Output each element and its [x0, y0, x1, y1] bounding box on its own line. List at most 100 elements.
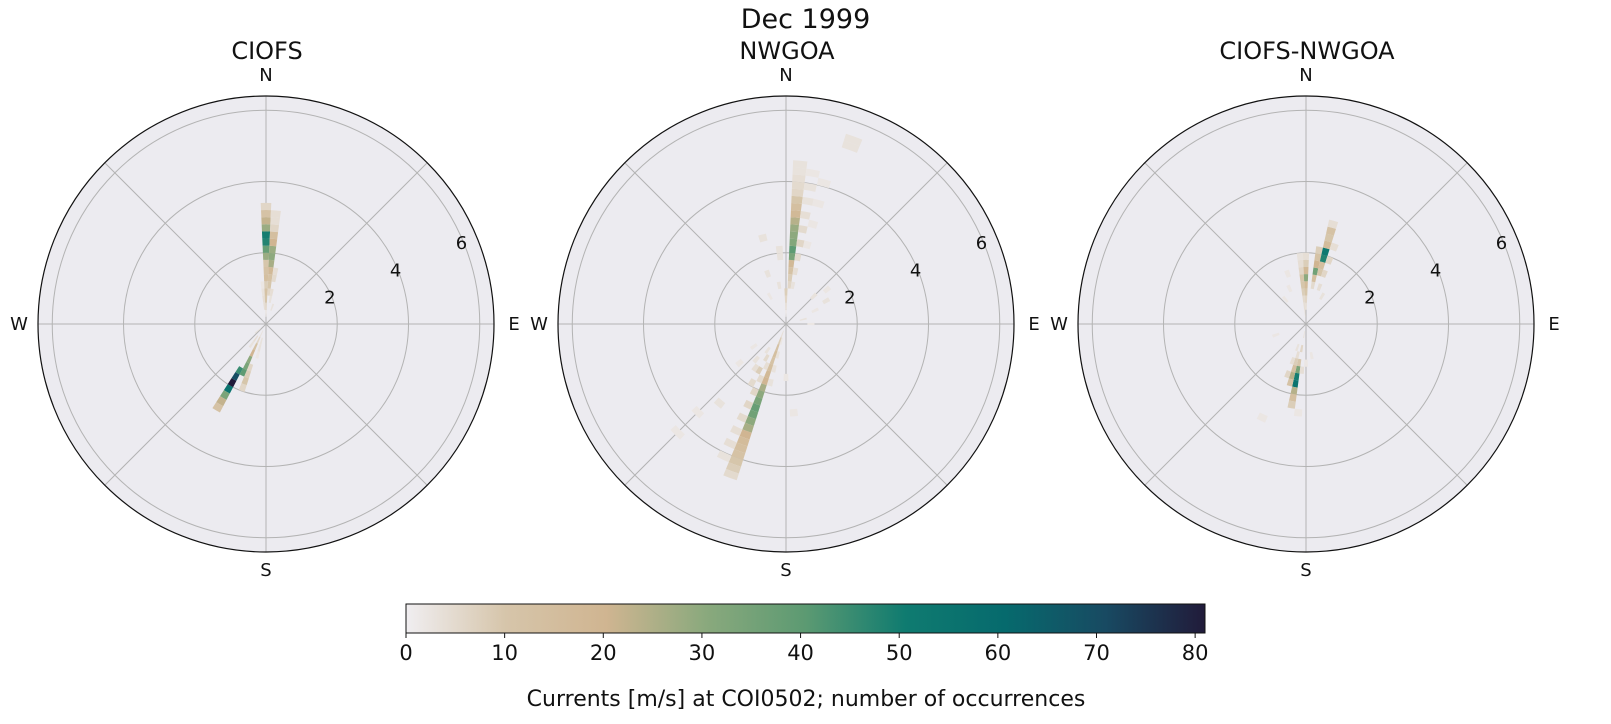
radial-tick-label: 4 — [910, 260, 921, 281]
rose-cell — [1302, 330, 1306, 339]
direction-label-n: N — [1299, 65, 1312, 86]
polar-chart-difference: 2 4 6 N E S W — [1050, 65, 1560, 581]
direction-label-w: W — [530, 314, 548, 335]
radial-tick-label: 2 — [844, 288, 855, 309]
rose-cell — [1299, 344, 1304, 353]
rose-cell — [1295, 343, 1300, 352]
rose-cell — [752, 355, 760, 364]
polar-frame — [37, 95, 495, 553]
rose-cell — [268, 267, 274, 275]
rose-cell — [796, 239, 805, 248]
rose-cell — [723, 437, 737, 450]
rose-cell — [1289, 356, 1296, 365]
rose-cell — [758, 383, 767, 392]
rose-cell — [1299, 366, 1305, 374]
rose-cell — [1287, 400, 1296, 409]
rose-cell — [260, 281, 265, 289]
rose-cell — [270, 210, 281, 219]
rose-cell — [764, 370, 772, 379]
rose-cell — [264, 288, 268, 296]
rose-cell — [1291, 364, 1297, 373]
angular-gridline — [1144, 323, 1307, 486]
rose-cell — [1290, 386, 1298, 395]
rose-cell — [244, 370, 252, 379]
rose-cell — [1311, 274, 1317, 283]
rose-cell — [691, 405, 705, 419]
rose-cell — [1312, 267, 1319, 276]
rose-cell — [792, 160, 808, 169]
rose-cell — [843, 133, 863, 147]
rose-cell — [799, 210, 811, 220]
rose-cell — [212, 402, 224, 413]
radial-tick-label: 6 — [456, 233, 467, 254]
rose-cell — [728, 455, 744, 467]
rose-cell — [1284, 370, 1292, 379]
rose-cell — [736, 435, 750, 447]
rose-cell — [792, 167, 807, 176]
rose-cell — [1288, 371, 1296, 380]
radial-tick-label: 2 — [324, 288, 335, 309]
rose-cell — [1293, 357, 1299, 366]
rose-cell — [805, 168, 820, 178]
rose-cell — [235, 366, 243, 375]
rose-cell — [790, 281, 796, 290]
rose-cell — [1256, 412, 1268, 423]
radial-tick-label: 4 — [390, 260, 401, 281]
rose-cell — [1296, 358, 1302, 367]
rose-cell — [1303, 267, 1309, 275]
rose-cell — [822, 297, 831, 305]
colorbar-label: Currents [m/s] at COI0502; number of occ… — [526, 687, 1086, 712]
colorbar-tick-label: 50 — [886, 641, 913, 665]
rose-cell — [777, 337, 782, 345]
rose-cell — [238, 383, 247, 392]
rose-cell — [252, 335, 259, 343]
rose-cell — [716, 450, 732, 463]
rose-cell — [791, 195, 803, 204]
direction-label-w: W — [10, 314, 28, 335]
radial-tick-label: 6 — [976, 233, 987, 254]
rose-cell — [269, 245, 277, 254]
rose-cell — [731, 449, 746, 460]
rose-cell — [1316, 268, 1324, 277]
colorbar-tick-label: 30 — [689, 641, 716, 665]
rose-cell — [1321, 247, 1330, 257]
rose-cell — [764, 346, 771, 355]
rose-cell — [1318, 261, 1326, 270]
rose-cell — [259, 330, 264, 338]
rose-cell — [762, 361, 770, 371]
rose-cell — [750, 402, 761, 413]
rose-cell — [1326, 226, 1336, 236]
rose-cell — [1281, 295, 1289, 303]
direction-label-s: S — [260, 560, 271, 581]
angular-gridline — [104, 162, 267, 325]
polar-frame — [1077, 95, 1535, 553]
rose-cell — [670, 425, 685, 440]
rose-cell — [257, 344, 262, 352]
rose-cell — [263, 259, 269, 268]
rose-cell — [766, 363, 774, 372]
direction-label-s: S — [1300, 560, 1311, 581]
rose-cell — [811, 307, 819, 314]
panel-title-ciofs: CIOFS — [231, 37, 303, 65]
colorbar-tick-label: 10 — [491, 641, 518, 665]
rose-cell — [1303, 302, 1306, 310]
direction-label-n: N — [259, 65, 272, 86]
rose-cell — [268, 252, 276, 261]
rose-cell — [775, 245, 783, 254]
rose-cell — [789, 245, 797, 254]
rose-cell — [775, 351, 780, 359]
rose-cell — [747, 409, 759, 420]
rose-cell — [1309, 351, 1314, 360]
colorbar: 0 10 20 30 40 50 60 70 80 — [399, 603, 1209, 665]
rose-cell — [223, 384, 234, 394]
rose-cell — [254, 328, 261, 334]
rose-cell — [1293, 408, 1303, 417]
direction-label-e: E — [1548, 314, 1559, 335]
rose-cell — [801, 196, 814, 206]
rose-cell — [256, 336, 261, 344]
rose-cell — [761, 376, 769, 386]
rose-cell — [771, 364, 777, 373]
rose-cell — [268, 259, 275, 268]
rose-cell — [263, 302, 266, 310]
direction-label-s: S — [780, 560, 791, 581]
